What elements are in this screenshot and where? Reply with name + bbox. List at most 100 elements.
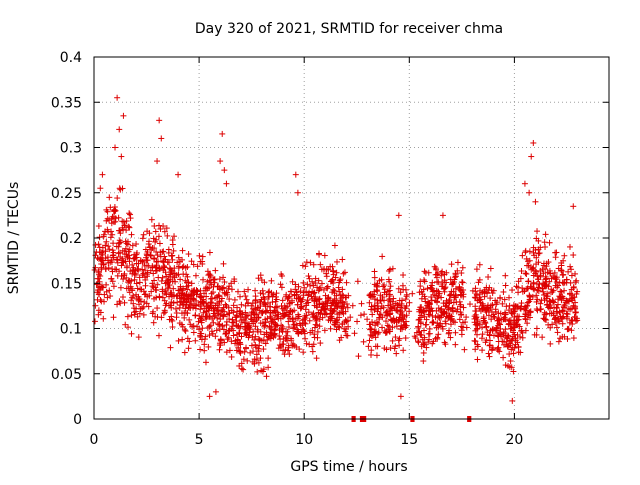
data-point: [131, 276, 138, 283]
data-point: [186, 338, 193, 345]
data-point: [525, 278, 532, 285]
data-point: [160, 310, 167, 317]
y-axis-label: SRMTID / TECUs: [6, 182, 22, 295]
data-point: [570, 335, 577, 342]
data-point: [136, 279, 143, 286]
data-point: [198, 303, 205, 310]
data-point: [142, 282, 149, 289]
x-tick-label: 5: [195, 432, 204, 448]
data-point: [261, 296, 268, 303]
data-point: [324, 283, 331, 290]
data-point: [316, 301, 323, 308]
data-point: [267, 309, 274, 316]
data-point: [536, 250, 543, 257]
data-point: [547, 298, 554, 305]
data-point: [123, 285, 130, 292]
data-point: [216, 346, 223, 353]
data-point: [483, 305, 490, 312]
data-point: [299, 262, 306, 269]
data-point: [241, 348, 248, 355]
data-point: [302, 335, 309, 342]
data-point: [564, 335, 571, 342]
data-point: [106, 246, 113, 253]
data-point: [535, 288, 542, 295]
data-point: [255, 275, 262, 282]
data-point: [572, 309, 579, 316]
data-point: [306, 341, 313, 348]
data-point: [212, 302, 219, 309]
x-tick-label: 20: [505, 432, 523, 448]
data-point: [249, 305, 256, 312]
data-point: [169, 317, 176, 324]
data-point: [146, 238, 153, 245]
data-point: [235, 344, 242, 351]
plot-frame: [93, 56, 610, 420]
data-point: [537, 244, 544, 251]
data-point: [296, 295, 303, 302]
data-point: [374, 288, 381, 295]
data-point: [519, 329, 526, 336]
data-point: [119, 294, 126, 301]
data-point: [497, 321, 504, 328]
data-point: [265, 364, 272, 371]
data-point: [548, 289, 555, 296]
data-point: [255, 314, 262, 321]
data-point: [546, 310, 553, 317]
data-point: [502, 326, 509, 333]
data-point: [531, 252, 538, 259]
data-point: [116, 239, 123, 246]
data-point: [173, 314, 180, 321]
data-point: [184, 263, 191, 270]
data-point: [117, 284, 124, 291]
data-point: [509, 287, 516, 294]
data-point: [196, 312, 203, 319]
data-point: [236, 339, 243, 346]
data-point: [422, 321, 429, 328]
data-point: [165, 259, 172, 266]
data-point: [291, 307, 298, 314]
data-point: [511, 321, 518, 328]
data-point: [248, 342, 255, 349]
data-point: [442, 318, 449, 325]
data-point: [140, 311, 147, 318]
data-point: [463, 314, 470, 321]
data-point: [238, 360, 245, 367]
data-point: [169, 324, 176, 331]
data-point: [298, 303, 305, 310]
data-point: [514, 304, 521, 311]
data-point: [131, 305, 138, 312]
data-point: [184, 293, 191, 300]
data-point: [303, 288, 310, 295]
data-point: [288, 337, 295, 344]
data-point: [94, 287, 101, 294]
data-point: [506, 364, 513, 371]
axis-ticks-layer: 0 5 10 15 20 0 0.05 0.1 0.15 0.2 0.25 0.3 0.35 0.4: [51, 50, 609, 448]
data-point: [309, 348, 316, 355]
data-point: [499, 338, 506, 345]
data-point: [533, 298, 540, 305]
data-point: [330, 286, 337, 293]
data-point: [522, 270, 529, 277]
data-point: [301, 319, 308, 326]
data-point: [264, 307, 271, 314]
data-point: [110, 213, 117, 220]
data-point: [316, 251, 323, 258]
data-point: [279, 310, 286, 317]
data-point: [175, 337, 182, 344]
data-point: [181, 349, 188, 356]
data-point: [500, 330, 507, 337]
data-point: [129, 261, 136, 268]
data-point: [456, 316, 463, 323]
data-point: [336, 277, 343, 284]
data-point: [563, 310, 570, 317]
data-point: [406, 308, 413, 315]
data-point: [218, 308, 225, 315]
data-point: [519, 334, 526, 341]
data-point: [432, 297, 439, 304]
data-point: [486, 342, 493, 349]
data-point: [528, 266, 535, 273]
data-point: [547, 340, 554, 347]
data-point: [102, 242, 109, 249]
data-point: [198, 314, 205, 321]
data-point: [288, 288, 295, 295]
